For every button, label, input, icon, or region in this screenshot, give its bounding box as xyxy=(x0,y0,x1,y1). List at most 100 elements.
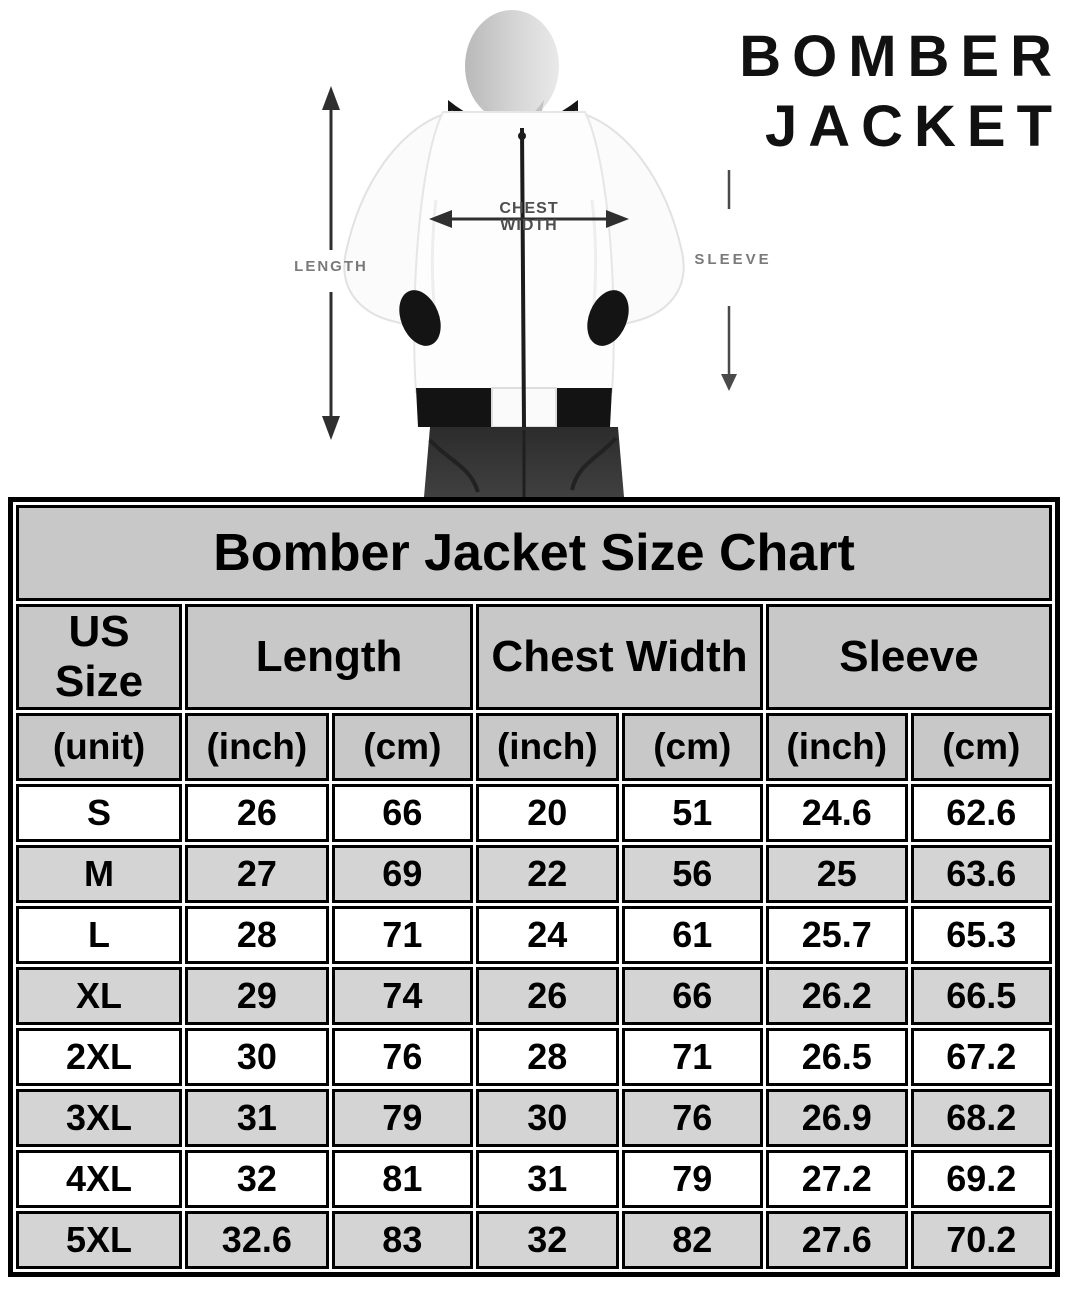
value-cell: 30 xyxy=(185,1028,329,1086)
size-cell: 5XL xyxy=(16,1211,183,1269)
value-cell: 25 xyxy=(766,845,908,903)
value-cell: 32 xyxy=(185,1150,329,1208)
column-group-row: US Size Length Chest Width Sleeve xyxy=(16,604,1052,710)
size-cell: S xyxy=(16,784,183,842)
value-cell: 79 xyxy=(331,1089,474,1147)
size-chart-section: Bomber Jacket Size Chart US Size Length … xyxy=(0,497,1068,1277)
page-title: BOMBER JACKET xyxy=(739,22,1063,162)
value-cell: 66 xyxy=(331,784,474,842)
size-rows: S 26 66 20 51 24.6 62.6 M 27 69 22 56 25 63.6 L 28 71 24 6… xyxy=(16,784,1052,1269)
unit-header: (unit) xyxy=(16,713,183,781)
size-cell: L xyxy=(16,906,183,964)
unit-header: (cm) xyxy=(621,713,764,781)
size-cell: 3XL xyxy=(16,1089,183,1147)
value-cell: 69.2 xyxy=(910,1150,1052,1208)
value-cell: 66.5 xyxy=(910,967,1052,1025)
jacket-illustration xyxy=(322,10,737,497)
table-row: L 28 71 24 61 25.7 65.3 xyxy=(16,906,1052,964)
chest-width-label: CHEST WIDTH xyxy=(499,200,558,234)
sleeve-label: SLEEVE xyxy=(694,251,772,268)
chest-width-label-line1: CHEST xyxy=(499,200,559,217)
hero-section: BOMBER JACKET LENGTH CHEST WIDTH SLEEVE xyxy=(0,0,1068,497)
value-cell: 83 xyxy=(331,1211,474,1269)
value-cell: 76 xyxy=(621,1089,764,1147)
value-cell: 31 xyxy=(476,1150,619,1208)
chest-width-label-line2: WIDTH xyxy=(500,217,558,234)
value-cell: 28 xyxy=(476,1028,619,1086)
unit-header: (inch) xyxy=(185,713,329,781)
column-header-chest-width: Chest Width xyxy=(476,604,764,710)
mannequin-head xyxy=(465,10,559,122)
unit-header: (cm) xyxy=(331,713,474,781)
column-header-length: Length xyxy=(185,604,474,710)
table-row: S 26 66 20 51 24.6 62.6 xyxy=(16,784,1052,842)
value-cell: 71 xyxy=(621,1028,764,1086)
value-cell: 28 xyxy=(185,906,329,964)
value-cell: 65.3 xyxy=(910,906,1052,964)
value-cell: 25.7 xyxy=(766,906,908,964)
value-cell: 26.2 xyxy=(766,967,908,1025)
jacket-zipper xyxy=(520,127,526,428)
size-cell: 2XL xyxy=(16,1028,183,1086)
column-header-us-size: US Size xyxy=(16,604,183,710)
value-cell: 27.6 xyxy=(766,1211,908,1269)
unit-header: (inch) xyxy=(766,713,908,781)
table-row: 3XL 31 79 30 76 26.9 68.2 xyxy=(16,1089,1052,1147)
value-cell: 63.6 xyxy=(910,845,1052,903)
length-arrow xyxy=(322,86,340,440)
table-title-row: Bomber Jacket Size Chart xyxy=(16,505,1052,601)
sleeve-arrow xyxy=(721,170,737,391)
table-row: 4XL 32 81 31 79 27.2 69.2 xyxy=(16,1150,1052,1208)
value-cell: 79 xyxy=(621,1150,764,1208)
unit-header: (cm) xyxy=(910,713,1052,781)
value-cell: 26 xyxy=(185,784,329,842)
jacket-body xyxy=(413,111,615,393)
size-cell: XL xyxy=(16,967,183,1025)
size-chart-title: Bomber Jacket Size Chart xyxy=(16,505,1052,601)
value-cell: 76 xyxy=(331,1028,474,1086)
value-cell: 62.6 xyxy=(910,784,1052,842)
value-cell: 31 xyxy=(185,1089,329,1147)
page-title-line2: JACKET xyxy=(764,94,1063,159)
value-cell: 30 xyxy=(476,1089,619,1147)
value-cell: 81 xyxy=(331,1150,474,1208)
value-cell: 20 xyxy=(476,784,619,842)
value-cell: 27 xyxy=(185,845,329,903)
column-header-sleeve: Sleeve xyxy=(766,604,1052,710)
value-cell: 26.9 xyxy=(766,1089,908,1147)
mannequin-figure xyxy=(343,10,685,497)
size-cell: 4XL xyxy=(16,1150,183,1208)
table-row: 5XL 32.6 83 32 82 27.6 70.2 xyxy=(16,1211,1052,1269)
chest-width-arrow xyxy=(429,210,629,228)
value-cell: 56 xyxy=(621,845,764,903)
value-cell: 32.6 xyxy=(185,1211,329,1269)
size-cell: M xyxy=(16,845,183,903)
value-cell: 70.2 xyxy=(910,1211,1052,1269)
value-cell: 27.2 xyxy=(766,1150,908,1208)
value-cell: 74 xyxy=(331,967,474,1025)
right-cuff xyxy=(587,290,629,346)
value-cell: 26.5 xyxy=(766,1028,908,1086)
value-cell: 24 xyxy=(476,906,619,964)
page-title-line1: BOMBER xyxy=(739,24,1063,89)
value-cell: 26 xyxy=(476,967,619,1025)
value-cell: 67.2 xyxy=(910,1028,1052,1086)
size-chart-table: Bomber Jacket Size Chart US Size Length … xyxy=(8,497,1060,1277)
value-cell: 71 xyxy=(331,906,474,964)
value-cell: 69 xyxy=(331,845,474,903)
value-cell: 61 xyxy=(621,906,764,964)
value-cell: 32 xyxy=(476,1211,619,1269)
value-cell: 51 xyxy=(621,784,764,842)
value-cell: 24.6 xyxy=(766,784,908,842)
unit-header-row: (unit) (inch) (cm) (inch) (cm) (inch) (c… xyxy=(16,713,1052,781)
value-cell: 66 xyxy=(621,967,764,1025)
value-cell: 82 xyxy=(621,1211,764,1269)
table-row: 2XL 30 76 28 71 26.5 67.2 xyxy=(16,1028,1052,1086)
table-row: M 27 69 22 56 25 63.6 xyxy=(16,845,1052,903)
value-cell: 68.2 xyxy=(910,1089,1052,1147)
unit-header: (inch) xyxy=(476,713,619,781)
left-cuff xyxy=(399,290,441,346)
value-cell: 22 xyxy=(476,845,619,903)
value-cell: 29 xyxy=(185,967,329,1025)
table-row: XL 29 74 26 66 26.2 66.5 xyxy=(16,967,1052,1025)
